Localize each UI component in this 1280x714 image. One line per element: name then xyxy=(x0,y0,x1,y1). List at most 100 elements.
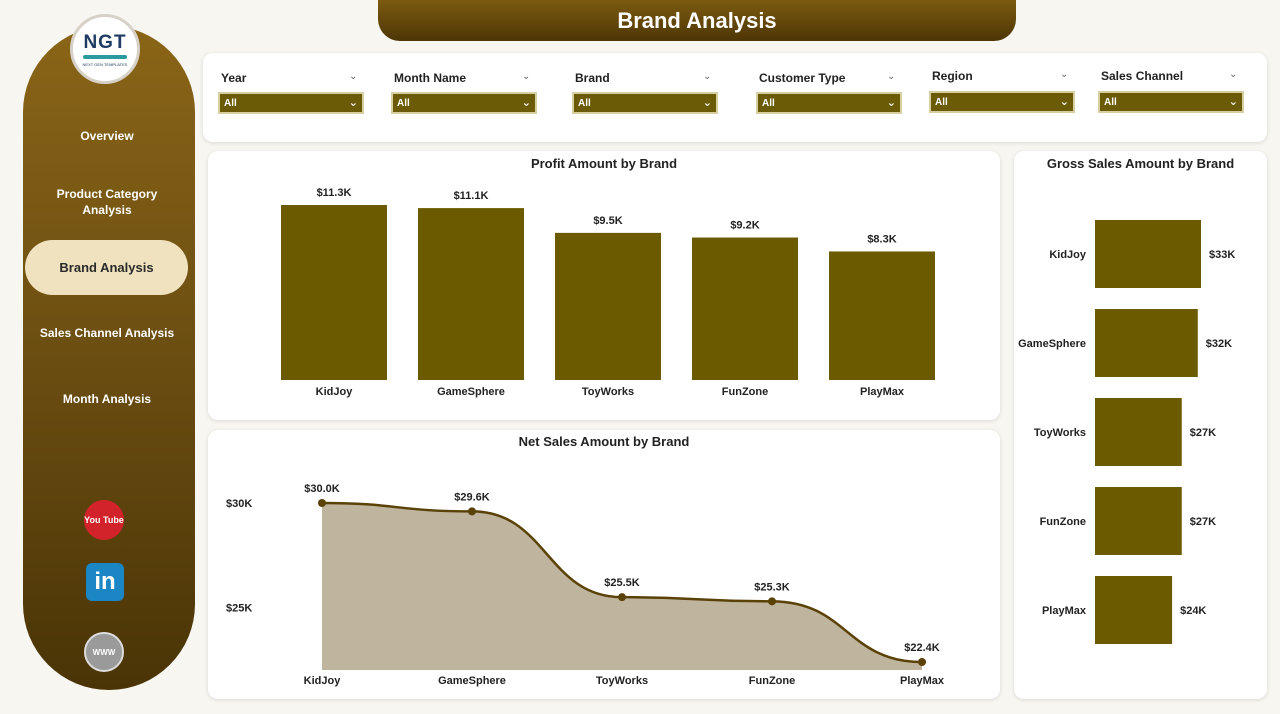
profit-category-label: KidJoy xyxy=(316,386,354,398)
linkedin-icon[interactable]: in xyxy=(86,563,124,601)
filter-label: Brand xyxy=(575,71,610,85)
brand-select[interactable]: All ⌄ xyxy=(572,92,718,114)
chevron-down-icon[interactable]: ⌄ xyxy=(1229,69,1238,80)
page-title-bar: Brand Analysis xyxy=(378,0,1016,41)
sales-channel-select[interactable]: All ⌄ xyxy=(1098,91,1244,113)
gross-sales-bar xyxy=(1095,487,1182,555)
gross-sales-bar xyxy=(1095,398,1182,466)
chevron-down-icon[interactable]: ⌄ xyxy=(887,71,896,82)
chevron-down-icon: ⌄ xyxy=(886,97,896,109)
net-sales-point xyxy=(918,658,926,666)
nav-sales-channel-analysis[interactable]: Sales Channel Analysis xyxy=(39,326,175,340)
filter-sales-channel[interactable]: Sales Channel ⌄ xyxy=(1101,69,1237,83)
gross-sales-bar xyxy=(1095,576,1173,644)
profit-bar xyxy=(281,205,387,380)
profit-bar xyxy=(829,251,935,380)
gross-sales-data-label: $33K xyxy=(1209,249,1235,261)
profit-bar xyxy=(555,232,661,380)
gross-sales-bar xyxy=(1095,220,1201,288)
net-sales-y-tick: $25K xyxy=(226,603,252,615)
youtube-icon[interactable]: You Tube xyxy=(84,500,124,540)
filter-label: Customer Type xyxy=(759,71,846,85)
chevron-down-icon: ⌄ xyxy=(348,97,358,109)
filter-region[interactable]: Region ⌄ xyxy=(932,69,1068,83)
net-sales-category-label: GameSphere xyxy=(438,675,506,687)
net-sales-data-label: $29.6K xyxy=(454,491,490,503)
chevron-down-icon[interactable]: ⌄ xyxy=(1060,69,1069,80)
net-sales-category-label: KidJoy xyxy=(304,675,342,687)
logo: NGT NEXT GEN TEMPLATES xyxy=(70,14,140,84)
gross-sales-data-label: $27K xyxy=(1190,427,1216,439)
chevron-down-icon[interactable]: ⌄ xyxy=(522,71,531,82)
filter-value: All xyxy=(1104,96,1117,108)
filter-label: Sales Channel xyxy=(1101,69,1184,83)
gross-sales-chart-title: Gross Sales Amount by Brand xyxy=(1046,156,1235,171)
chevron-down-icon: ⌄ xyxy=(702,97,712,109)
profit-chart-title: Profit Amount by Brand xyxy=(530,156,678,171)
filter-year[interactable]: Year ⌄ xyxy=(221,71,357,85)
filter-month-name[interactable]: Month Name ⌄ xyxy=(394,71,530,85)
net-sales-data-label: $30.0K xyxy=(304,483,340,495)
net-sales-chart-title: Net Sales Amount by Brand xyxy=(518,434,690,449)
chevron-down-icon[interactable]: ⌄ xyxy=(703,71,712,82)
filter-value: All xyxy=(397,97,410,109)
gross-sales-category-label: FunZone xyxy=(1040,516,1086,528)
profit-category-label: ToyWorks xyxy=(582,386,634,398)
chevron-down-icon[interactable]: ⌄ xyxy=(349,71,358,82)
gross-sales-bar-chart: KidJoy $33K GameSphere $32K ToyWorks $27K FunZ… xyxy=(1018,220,1235,644)
filter-label: Month Name xyxy=(394,71,466,85)
filter-customer-type[interactable]: Customer Type ⌄ xyxy=(759,71,895,85)
net-sales-data-label: $25.3K xyxy=(754,581,790,593)
chevron-down-icon: ⌄ xyxy=(1059,96,1069,108)
profit-card: Profit Amount by Brand $11.3K KidJoy $11.1… xyxy=(208,151,1000,420)
net-sales-card: Net Sales Amount by Brand $30K $25K $30.0K… xyxy=(208,430,1000,699)
nav-month-analysis[interactable]: Month Analysis xyxy=(62,392,152,406)
profit-data-label: $9.2K xyxy=(730,220,759,232)
nav-product-category-analysis[interactable]: Product Category Analysis xyxy=(56,187,158,217)
filter-value: All xyxy=(935,96,948,108)
page-title: Brand Analysis xyxy=(617,7,777,33)
net-sales-category-label: PlayMax xyxy=(900,675,945,687)
net-sales-area-chart: $30K $25K $30.0K KidJoy $29.6K GameSphere $25.… xyxy=(226,483,945,687)
chevron-down-icon: ⌄ xyxy=(521,97,531,109)
profit-category-label: GameSphere xyxy=(437,386,505,398)
gross-sales-bar xyxy=(1095,309,1198,377)
gross-sales-category-label: ToyWorks xyxy=(1034,427,1086,439)
profit-data-label: $8.3K xyxy=(867,233,896,245)
filter-value: All xyxy=(224,97,237,109)
chevron-down-icon: ⌄ xyxy=(1228,96,1238,108)
net-sales-area xyxy=(322,503,922,670)
filter-label: Year xyxy=(221,71,247,85)
profit-category-label: FunZone xyxy=(722,386,768,398)
gross-sales-category-label: GameSphere xyxy=(1018,338,1086,350)
net-sales-point xyxy=(318,499,326,507)
gross-sales-card: Gross Sales Amount by Brand KidJoy $33K Ga… xyxy=(1014,151,1267,699)
net-sales-point xyxy=(768,597,776,606)
net-sales-category-label: ToyWorks xyxy=(596,675,648,687)
profit-category-label: PlayMax xyxy=(860,386,905,398)
region-select[interactable]: All ⌄ xyxy=(929,91,1075,113)
nav-overview[interactable]: Overview xyxy=(80,129,134,143)
customer-type-select[interactable]: All ⌄ xyxy=(756,92,902,114)
profit-bar-chart: $11.3K KidJoy $11.1K GameSphere $9.5K ToyWork… xyxy=(281,187,935,398)
gross-sales-category-label: PlayMax xyxy=(1042,605,1087,617)
profit-data-label: $11.1K xyxy=(454,190,489,202)
website-globe-icon[interactable]: WWW xyxy=(84,632,124,672)
net-sales-y-tick: $30K xyxy=(226,498,252,510)
net-sales-data-label: $25.5K xyxy=(604,577,640,589)
year-select[interactable]: All ⌄ xyxy=(218,92,364,114)
net-sales-point xyxy=(468,507,476,516)
gross-sales-category-label: KidJoy xyxy=(1049,249,1087,261)
logo-swoosh xyxy=(83,54,127,59)
profit-bar xyxy=(692,237,798,380)
month-name-select[interactable]: All ⌄ xyxy=(391,92,537,114)
nav-brand-analysis[interactable]: Brand Analysis xyxy=(25,240,188,295)
filter-brand[interactable]: Brand ⌄ xyxy=(575,71,711,85)
net-sales-data-label: $22.4K xyxy=(904,642,940,654)
profit-data-label: $11.3K xyxy=(317,187,352,199)
profit-bar xyxy=(418,208,524,380)
logo-subtitle: NEXT GEN TEMPLATES xyxy=(82,61,128,67)
net-sales-point xyxy=(618,593,626,602)
gross-sales-data-label: $27K xyxy=(1190,516,1216,528)
filter-value: All xyxy=(578,97,591,109)
